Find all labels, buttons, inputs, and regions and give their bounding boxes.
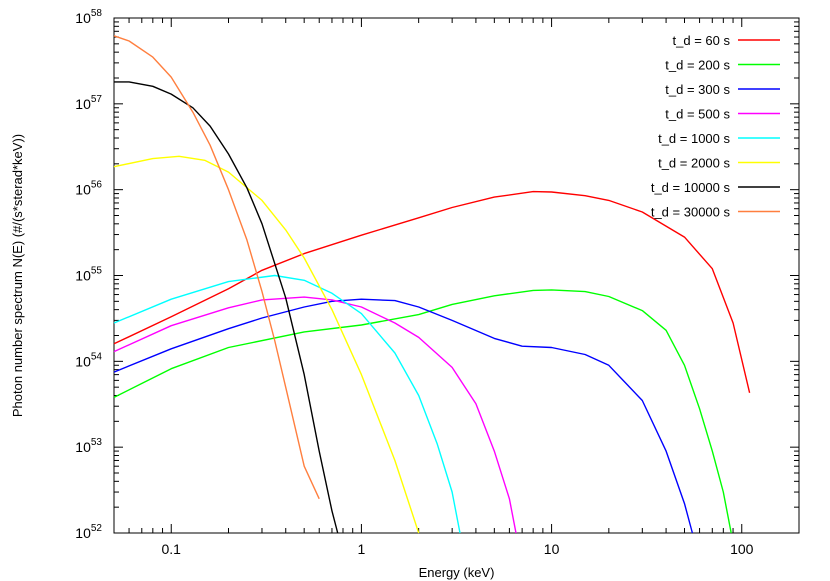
series-line-4 <box>113 296 517 534</box>
x-axis-label: Energy (keV) <box>419 565 495 580</box>
series-line-6 <box>113 155 420 534</box>
axis-tick-labels: 0.1 1 10 100 1052 1053 1054 1055 1056 1057 1058 <box>75 8 753 557</box>
axis-ticks <box>113 17 800 534</box>
series-line-8 <box>113 35 320 500</box>
y-tick-label: 1053 <box>75 437 102 455</box>
x-tick-label: 1 <box>358 541 366 557</box>
legend-label-2: t_d = 200 s <box>665 58 730 73</box>
x-tick-label: 0.1 <box>162 541 182 557</box>
legend-label-4: t_d = 500 s <box>665 107 730 122</box>
y-tick-label: 1055 <box>75 266 102 284</box>
y-tick-label: 1058 <box>75 8 102 26</box>
x-tick-label: 100 <box>730 541 754 557</box>
series-line-7 <box>114 81 339 534</box>
y-tick-label: 1056 <box>75 180 102 198</box>
legend-label-6: t_d = 2000 s <box>658 156 730 171</box>
legend-label-5: t_d = 1000 s <box>658 131 730 146</box>
y-tick-label: 1052 <box>75 523 102 541</box>
series-line-3 <box>113 298 694 534</box>
legend: t_d = 60 s t_d = 200 s t_d = 300 s t_d = 50… <box>651 33 780 220</box>
legend-label-3: t_d = 300 s <box>665 82 730 97</box>
y-tick-label: 1057 <box>75 94 102 112</box>
y-tick-label: 1054 <box>75 351 102 369</box>
series-line-1 <box>113 190 751 393</box>
legend-label-1: t_d = 60 s <box>673 33 731 48</box>
y-axis-label: Photon number spectrum N(E) (#/(s*sterad… <box>10 134 25 417</box>
legend-label-8: t_d = 30000 s <box>651 205 731 220</box>
series-lines <box>113 35 751 534</box>
series-line-2 <box>113 289 732 534</box>
x-tick-label: 10 <box>544 541 560 557</box>
legend-label-7: t_d = 10000 s <box>651 180 731 195</box>
series-line-5 <box>113 274 461 534</box>
